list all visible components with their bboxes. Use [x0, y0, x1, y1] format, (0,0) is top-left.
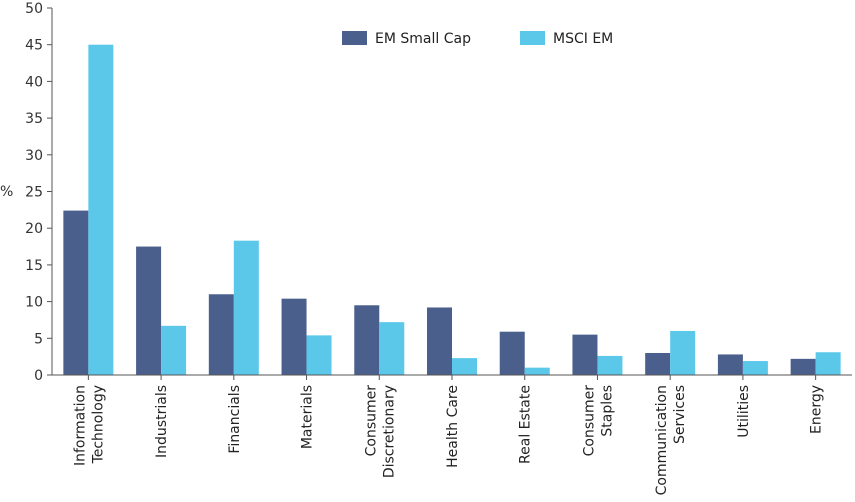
bar-em-small-cap	[354, 305, 380, 375]
y-tick-label: 30	[25, 148, 43, 164]
y-axis: 0 5 10 15 20 25 30 35 40 45 50	[25, 1, 53, 384]
x-category-label: Financials	[227, 385, 243, 454]
y-tick-label: 45	[25, 38, 43, 54]
x-category-label: Communication Services	[654, 385, 688, 495]
bar-msci-em	[597, 355, 623, 375]
bar-msci-em	[670, 330, 696, 375]
bar-em-small-cap	[572, 334, 598, 375]
y-tick-label: 5	[34, 331, 43, 347]
legend-label: EM Small Cap	[375, 31, 471, 47]
y-tick-label: 0	[34, 368, 43, 384]
x-category-label: Information Technology	[72, 385, 106, 466]
bar-em-small-cap	[63, 210, 89, 375]
bar-em-small-cap	[499, 331, 525, 375]
legend-label: MSCI EM	[553, 31, 613, 47]
legend: EM Small Cap MSCI EM	[342, 31, 613, 47]
bar-msci-em	[161, 325, 187, 375]
y-tick-label: 35	[25, 111, 43, 127]
x-category-label: Consumer Discretionary	[363, 385, 397, 478]
x-category-label: Utilities	[736, 385, 752, 438]
y-tick-label: 25	[25, 185, 43, 201]
y-tick-label: 50	[25, 1, 43, 17]
bar-em-small-cap	[208, 294, 234, 375]
bar-msci-em	[742, 361, 768, 375]
y-tick-label: 20	[25, 221, 43, 237]
bars	[63, 44, 841, 375]
bar-em-small-cap	[645, 352, 671, 375]
legend-swatch	[342, 31, 367, 45]
bar-msci-em	[452, 358, 477, 375]
bar-msci-em	[88, 44, 114, 375]
x-axis: Information Technology Industrials Financia…	[52, 374, 852, 495]
x-category-label: Materials	[300, 385, 316, 449]
bar-msci-em	[306, 335, 332, 375]
bar-msci-em	[524, 367, 550, 375]
bar-em-small-cap	[717, 354, 743, 375]
x-category-label: Real Estate	[518, 385, 534, 464]
legend-swatch	[520, 31, 545, 45]
x-category-label: Consumer Staples	[581, 385, 615, 457]
x-category-label: Industrials	[154, 385, 170, 458]
bar-msci-em	[815, 352, 841, 375]
x-category-label: Health Care	[445, 385, 461, 468]
bar-em-small-cap	[427, 307, 452, 375]
bar-em-small-cap	[281, 298, 307, 375]
x-category-label: Energy	[809, 385, 825, 434]
y-axis-label: %	[0, 184, 13, 200]
bar-em-small-cap	[136, 246, 162, 375]
y-tick-label: 10	[25, 295, 43, 311]
y-tick-label: 15	[25, 258, 43, 274]
y-tick-label: 40	[25, 74, 43, 90]
bar-msci-em	[379, 322, 405, 375]
bar-msci-em	[233, 240, 259, 375]
bar-em-small-cap	[790, 358, 816, 375]
